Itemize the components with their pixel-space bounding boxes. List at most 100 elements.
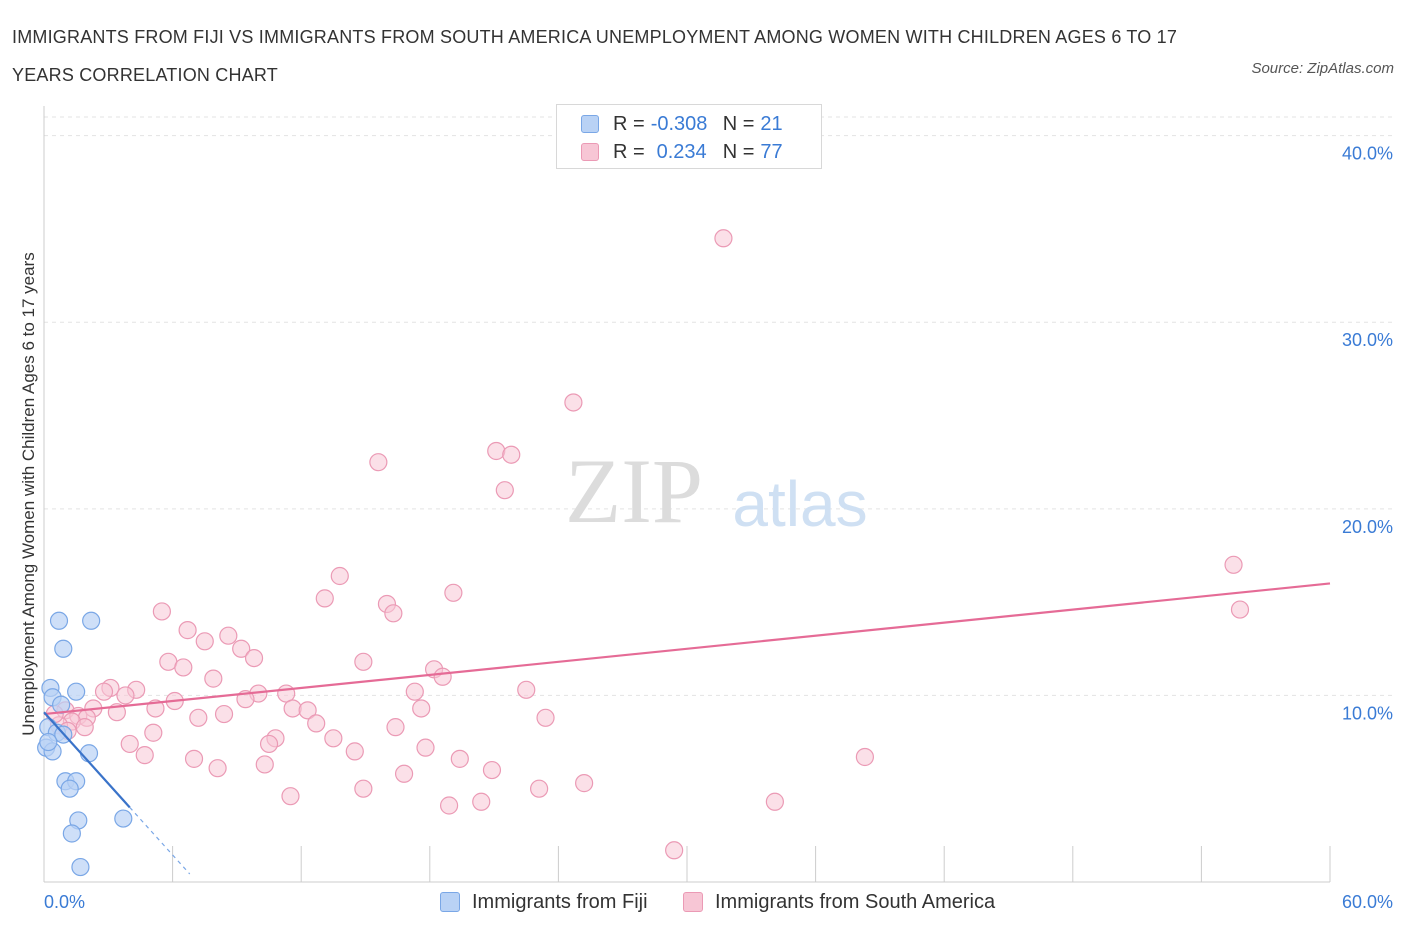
south-america-point [487,441,506,461]
south-america-point [144,723,163,742]
y-tick-label: 20.0% [1342,517,1393,537]
y-axis-title: Unemployment Among Women with Children A… [19,252,38,736]
south-america-point [281,787,300,806]
south-america-point [564,393,583,412]
south-america-point [345,742,364,761]
south-america-point [244,648,264,668]
south-america-point [255,755,274,774]
fiji-point [114,809,133,828]
legend-row-south-america: R = 0.234 N = 77 [581,138,783,166]
south-america-trend-line [43,582,1331,716]
fiji-point [71,857,90,877]
legend-row-fiji: R = -0.308 N = 21 [581,110,783,138]
south-america-swatch [683,892,703,912]
fiji-point [49,611,69,630]
south-america-point [714,229,733,248]
south-america-point [495,481,514,500]
south-america-point [219,626,238,645]
south-america-point [517,680,536,699]
y-tick-labels: 10.0% 20.0% 30.0% 40.0% [1342,144,1393,724]
fiji-point [62,824,81,843]
south-america-point [174,658,193,677]
south-america-point [665,841,684,860]
x-tick-label-min: 0.0% [44,892,85,912]
south-america-point [405,682,424,701]
south-america-point [178,621,197,640]
r-label: R = [613,112,645,135]
fiji-point [67,682,86,701]
south-america-point [439,796,459,815]
south-america-point [384,604,403,623]
south-america-point [472,792,491,811]
n-label: N = [722,112,755,135]
south-america-point [354,779,373,798]
chart-title: IMMIGRANTS FROM FIJI VS IMMIGRANTS FROM … [12,27,1178,85]
south-america-point [232,639,251,658]
watermark-atlas: atlas [732,468,867,540]
south-america-legend-label: Immigrants from South America [715,890,996,913]
south-america-point [394,764,414,783]
y-tick-label: 40.0% [1342,144,1393,164]
fiji-point [60,779,79,798]
south-america-point [444,583,463,602]
south-america-point [369,453,388,472]
n-value: 77 [760,140,783,163]
n-value: 21 [760,112,783,135]
fiji-point [79,744,99,763]
south-america-point [324,729,343,748]
y-tick-label: 30.0% [1342,330,1393,350]
r-value: 0.234 [656,140,707,163]
fiji-swatch [581,115,599,133]
watermark: ZIP atlas [565,440,868,542]
south-america-points [45,229,1250,860]
fiji-legend-label: Immigrants from Fiji [472,890,648,913]
south-america-point [259,734,279,754]
south-america-point [298,701,317,720]
south-america-point [536,708,555,727]
x-tick-label-max: 60.0% [1342,892,1393,912]
x-axis-ticks [172,846,1331,882]
correlation-legend: R = -0.308 N = 21 R = 0.234 N = 77 [556,104,822,169]
fiji-points [37,611,133,877]
south-america-point [208,759,227,778]
south-america-point [412,699,431,718]
south-america-point [184,749,204,768]
watermark-zip: ZIP [565,440,703,542]
y-tick-label: 10.0% [1342,703,1393,723]
trend-lines [43,582,1331,875]
fiji-point [54,639,73,658]
south-america-point [1230,600,1250,619]
south-america-point [575,774,594,793]
south-america-swatch [581,143,599,161]
south-america-point [315,589,334,608]
south-america-point [855,747,874,767]
source-label: Source: ZipAtlas.com [1251,60,1394,77]
south-america-point [195,632,214,651]
south-america-point [433,667,452,686]
south-america-point [204,669,223,688]
bottom-legend-south-america: Immigrants from South America [683,888,995,916]
south-america-point [189,708,208,727]
south-america-point [307,714,326,733]
south-america-point [530,779,549,798]
south-america-point [94,682,114,701]
gridlines [44,116,1392,696]
n-label: N = [722,140,755,163]
r-label: R = [613,140,645,163]
south-america-point [354,652,373,671]
south-america-point [283,699,302,718]
fiji-point [82,611,101,630]
fiji-trend-line [43,711,131,809]
south-america-point [1224,555,1243,574]
south-america-point [116,686,135,705]
south-america-point [214,704,234,724]
south-america-point [450,749,469,768]
south-america-point [120,734,139,754]
south-america-point [482,760,502,780]
south-america-point [330,566,349,586]
fiji-point [39,732,58,752]
south-america-point [152,602,171,621]
bottom-legend-fiji: Immigrants from Fiji [440,888,648,916]
south-america-point [135,746,154,765]
